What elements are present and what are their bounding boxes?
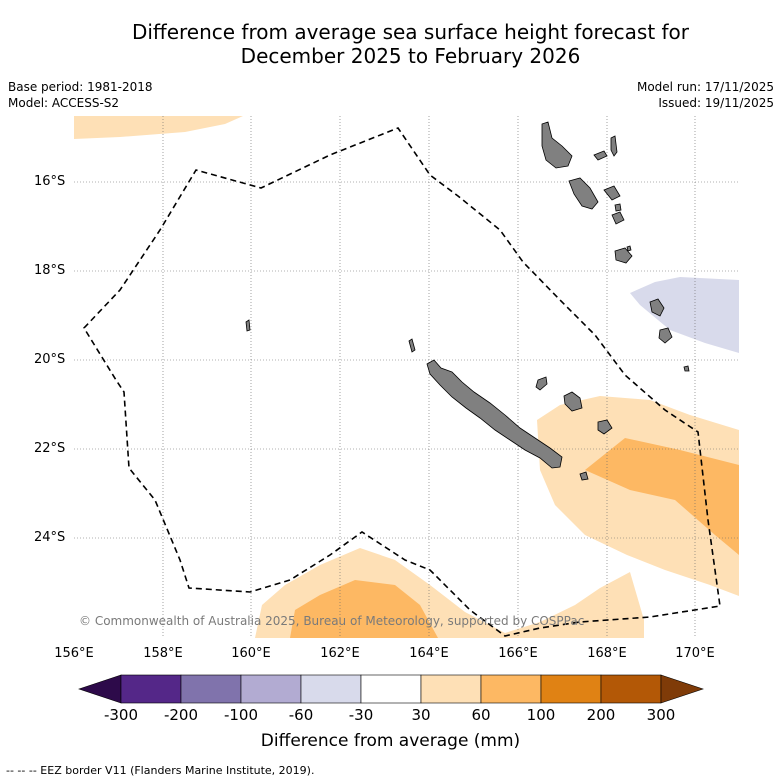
lat-label-16s: 16°S: [34, 174, 66, 189]
meta-right: Model run: 17/11/2025 Issued: 19/11/2025: [637, 79, 774, 111]
colorbar-bin-n60-n30: [300, 674, 362, 704]
anomaly-30-60-east: [537, 396, 739, 596]
chesterfield-reef: [245, 319, 251, 332]
loyalty-island-mare: [597, 419, 613, 435]
colorbar-label: Difference from average (mm): [260, 731, 521, 751]
small-islet-1: [683, 365, 690, 372]
colorbar-extend-high: [660, 674, 704, 704]
colorbar-tick: 300: [646, 706, 676, 724]
colorbar-tick: -200: [163, 706, 199, 724]
colorbar-tick: -300: [103, 706, 139, 724]
colorbar-tick: 100: [526, 706, 556, 724]
colorbar-bin-n200-n100: [180, 674, 242, 704]
belep-islands: [408, 338, 416, 353]
eez-footnote: -- -- -- EEZ border V11 (Flanders Marine…: [6, 764, 315, 777]
colorbar-bin-60-100: [480, 674, 542, 704]
loyalty-island-lifou: [563, 391, 583, 412]
meta-left: Base period: 1981-2018 Model: ACCESS-S2: [8, 79, 153, 111]
land-masses: [245, 121, 690, 481]
anomaly-negative-30: [630, 277, 739, 353]
new-caledonia-main-island: [426, 359, 563, 469]
lon-label-156e: 156°E: [54, 646, 94, 661]
anomaly-60-100-east: [585, 438, 739, 555]
vanuatu-ambae: [593, 150, 608, 161]
colorbar: [78, 674, 704, 704]
lon-label-170e: 170°E: [675, 646, 715, 661]
colorbar-tick: 200: [586, 706, 616, 724]
gridlines: [74, 116, 739, 638]
title-line-2: December 2025 to February 2026: [240, 44, 581, 68]
colorbar-tick: -100: [223, 706, 259, 724]
lon-label-160e: 160°E: [231, 646, 271, 661]
lat-label-18s: 18°S: [34, 263, 66, 278]
colorbar-bin-200-300: [600, 674, 662, 704]
title-line-1: Difference from average sea surface heig…: [131, 20, 690, 44]
map-title: Difference from average sea surface heig…: [0, 20, 781, 68]
issued-date: Issued: 19/11/2025: [658, 96, 774, 110]
vanuatu-tanna: [649, 298, 665, 317]
vanuatu-epi: [603, 185, 621, 201]
isle-of-pines: [579, 471, 589, 481]
vanuatu-shepherd-islands: [614, 203, 622, 212]
vanuatu-efate: [611, 211, 625, 225]
colorbar-bin-100-200: [540, 674, 602, 704]
vanuatu-erromango: [614, 247, 633, 264]
colorbar-bin-n30-30: [360, 674, 422, 704]
model-run: Model run: 17/11/2025: [636, 80, 774, 94]
lat-label-20s: 20°S: [34, 352, 66, 367]
colorbar-tick: -30: [348, 706, 374, 724]
colorbar-bin-n300-n200: [120, 674, 182, 704]
base-period: Base period: 1981-2018: [8, 80, 153, 94]
colorbar-bin-30-60: [420, 674, 482, 704]
colorbar-tick: -60: [288, 706, 314, 724]
colorbar-tick: 30: [411, 706, 431, 724]
lon-label-158e: 158°E: [143, 646, 183, 661]
lat-label-22s: 22°S: [34, 441, 66, 456]
model-name: Model: ACCESS-S2: [8, 96, 120, 110]
lon-label-162e: 162°E: [320, 646, 360, 661]
colorbar-bin-n100-n60: [240, 674, 302, 704]
lon-label-164e: 164°E: [409, 646, 449, 661]
vanuatu-espiritu-santo: [541, 121, 573, 169]
small-islet-2: [626, 245, 632, 252]
vanuatu-aneityum: [658, 327, 673, 344]
loyalty-island-ouvea: [535, 376, 548, 391]
vanuatu-pentecost: [610, 135, 618, 157]
lon-label-166e: 166°E: [498, 646, 538, 661]
vanuatu-malekula: [568, 177, 599, 210]
anomaly-60-100-south: [290, 580, 438, 638]
copyright-notice: © Commonwealth of Australia 2025, Bureau…: [79, 614, 585, 628]
lon-label-168e: 168°E: [587, 646, 627, 661]
anomaly-shading: [74, 116, 739, 638]
anomaly-30-60-top: [74, 116, 243, 139]
eez-border: [82, 127, 721, 637]
colorbar-tick: 60: [471, 706, 491, 724]
lat-label-24s: 24°S: [34, 530, 66, 545]
colorbar-extend-low: [78, 674, 122, 704]
